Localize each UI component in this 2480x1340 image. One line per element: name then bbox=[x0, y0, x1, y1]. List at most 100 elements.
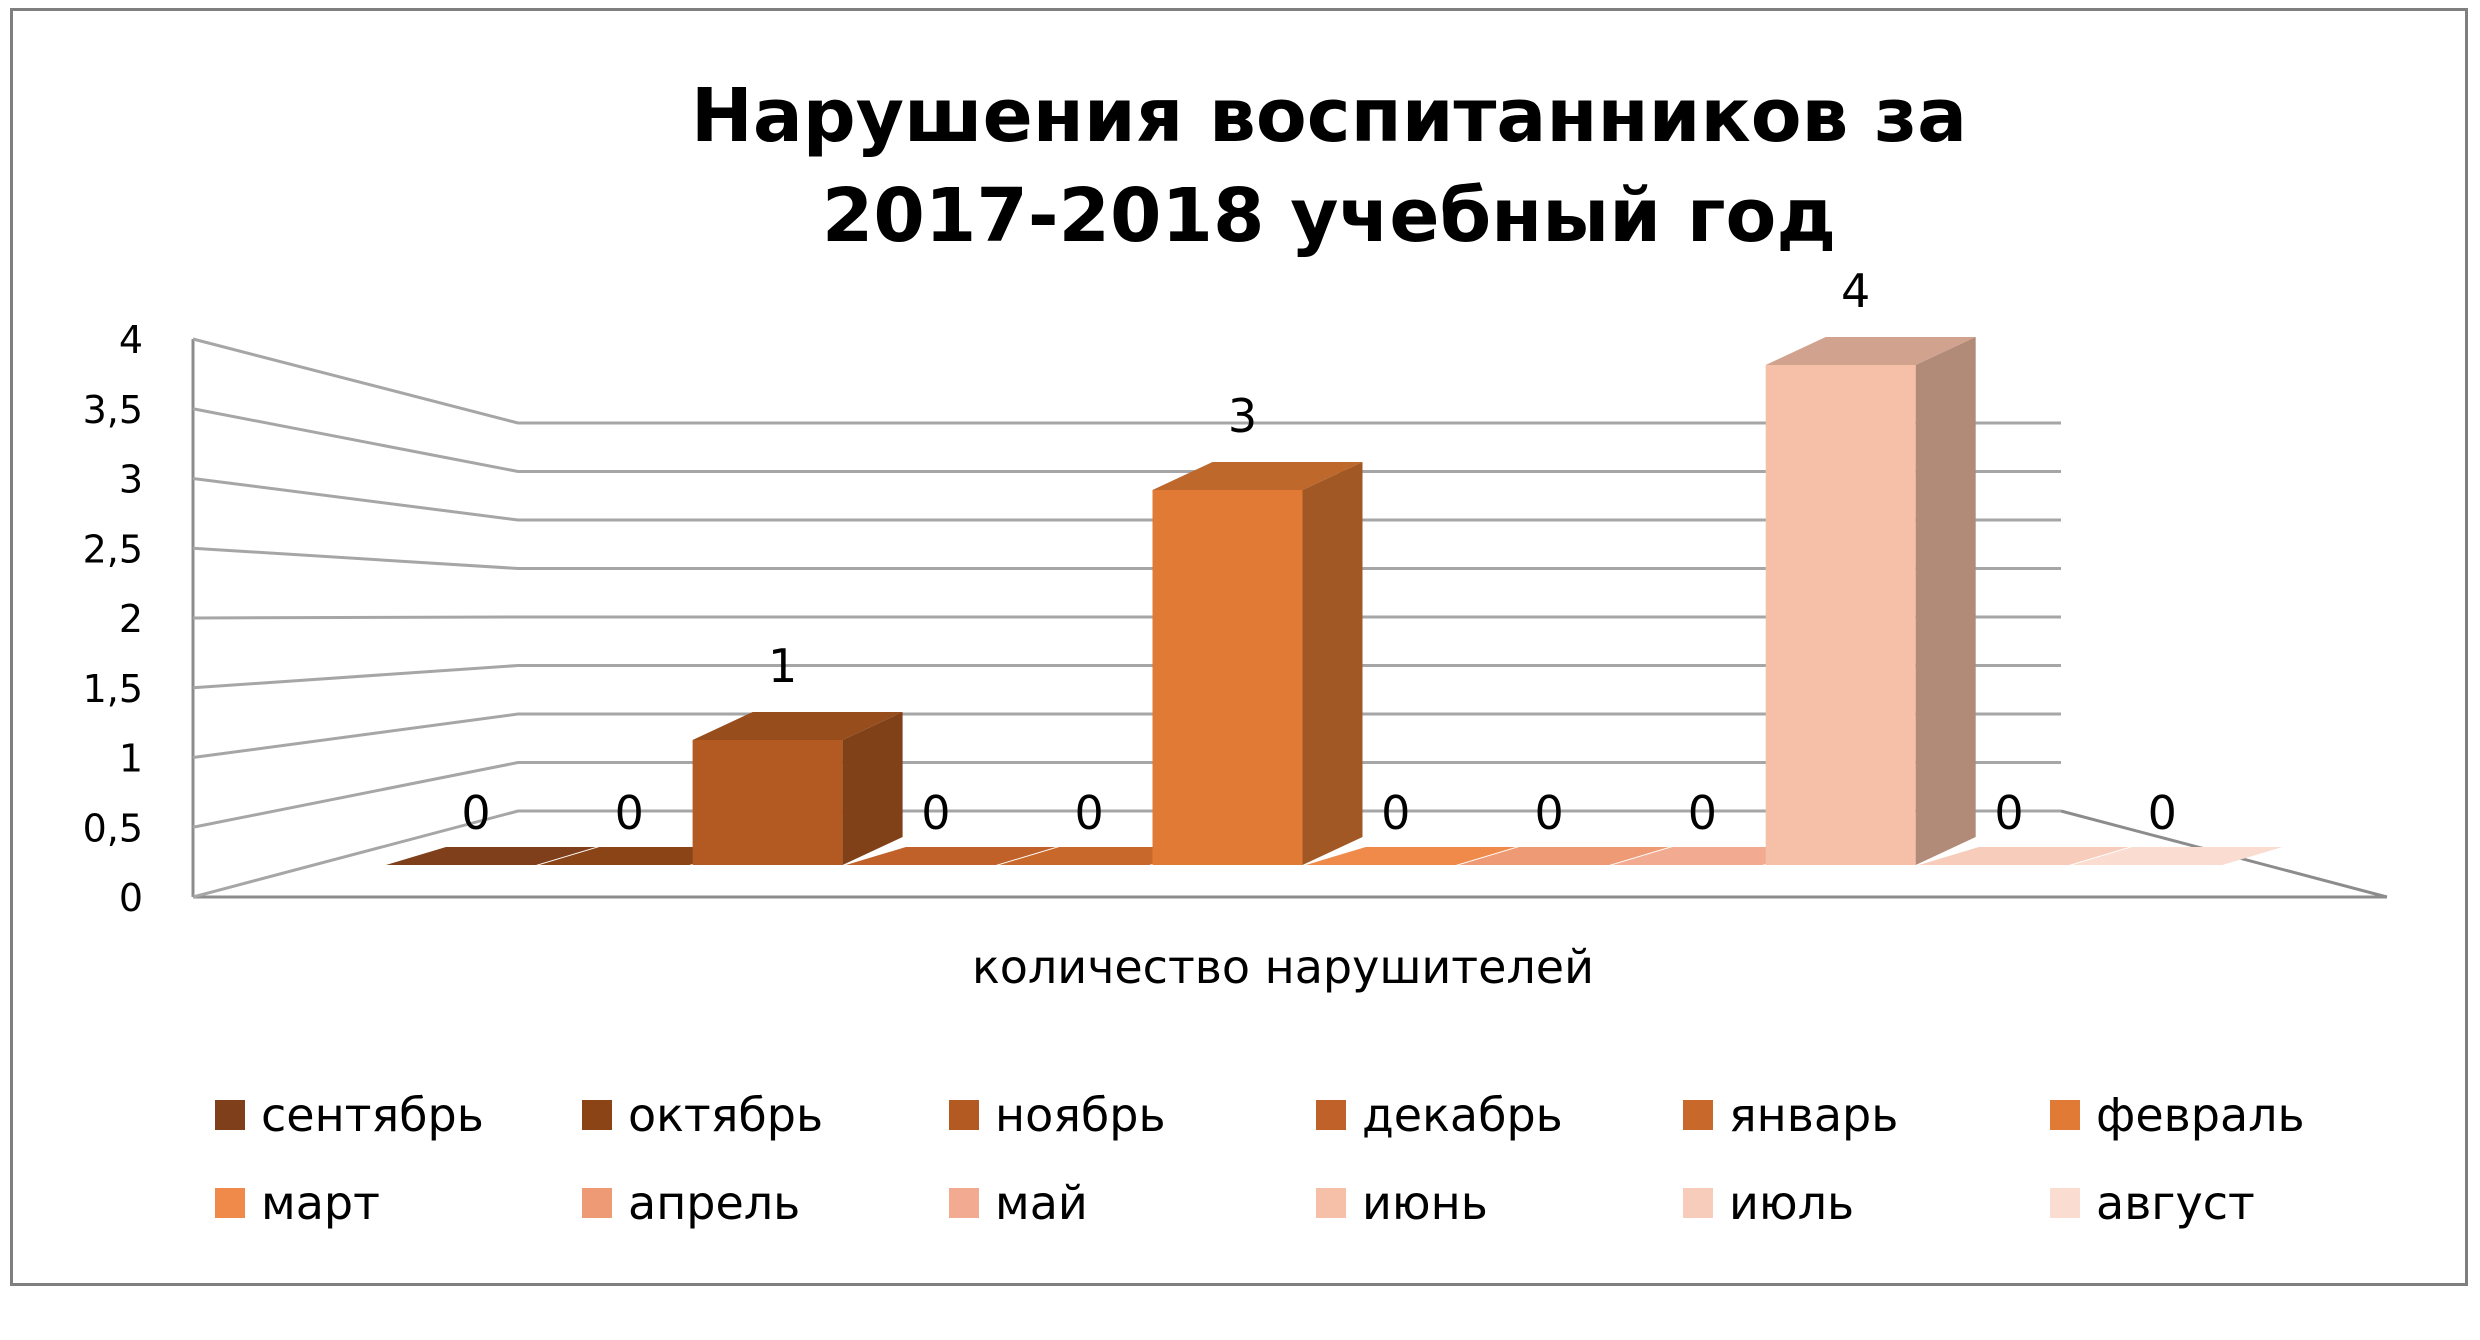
bar-front-face bbox=[1152, 490, 1303, 865]
x-axis-title: количество нарушителей bbox=[972, 940, 1594, 994]
legend-label: апрель bbox=[628, 1176, 800, 1230]
data-label-4: 0 bbox=[921, 786, 950, 840]
legend-item-5: январь bbox=[1683, 1088, 1898, 1142]
bar-floor-slab bbox=[1459, 847, 1670, 865]
bar-10 bbox=[1765, 337, 1976, 865]
y-axis-tick-labels: 0 0,5 1 1,5 2 2,5 3 3,5 4 bbox=[83, 318, 143, 920]
bar-side-face bbox=[1915, 337, 1976, 865]
legend-swatch bbox=[1683, 1188, 1713, 1218]
gridline-1 bbox=[192, 761, 2061, 829]
legend-swatch bbox=[215, 1188, 245, 1218]
legend-item-2: октябрь bbox=[582, 1088, 823, 1142]
chart-title: Нарушения воспитанников за 2017-2018 учеб… bbox=[691, 73, 1967, 259]
gridline-4 bbox=[192, 615, 2061, 620]
gridline-0 bbox=[192, 809, 2061, 899]
bar-12 bbox=[2072, 847, 2283, 865]
legend-label: ноябрь bbox=[995, 1088, 1166, 1142]
chart-svg: Нарушения воспитанников за 2017-2018 учеб… bbox=[83, 73, 2388, 1230]
data-label-12: 0 bbox=[2148, 786, 2177, 840]
bar-front-face bbox=[1765, 365, 1916, 865]
chart-gridlines bbox=[192, 337, 2061, 899]
bar-floor-slab bbox=[1919, 847, 2129, 865]
legend-swatch bbox=[949, 1188, 979, 1218]
legend-swatch bbox=[1683, 1100, 1713, 1130]
gridline-2 bbox=[192, 712, 2061, 759]
legend-label: март bbox=[261, 1176, 380, 1230]
bar-floor-slab bbox=[845, 847, 1056, 865]
legend-item-12: август bbox=[2050, 1176, 2255, 1230]
legend-item-7: март bbox=[215, 1176, 380, 1230]
y-tick-label-1: 0,5 bbox=[83, 806, 143, 850]
legend-label: август bbox=[2096, 1176, 2255, 1230]
legend: сентябрь октябрь ноябрь декабрь январь феврал… bbox=[215, 1088, 2305, 1230]
bar-3 bbox=[692, 712, 903, 865]
legend-label: май bbox=[995, 1176, 1088, 1230]
legend-label: июль bbox=[1729, 1176, 1854, 1230]
data-label-7: 0 bbox=[1381, 786, 1410, 840]
bar-floor-slab bbox=[2072, 847, 2283, 865]
gridline-5 bbox=[192, 546, 2061, 570]
legend-item-1: сентябрь bbox=[215, 1088, 484, 1142]
data-label-5: 0 bbox=[1075, 786, 1104, 840]
legend-swatch bbox=[2050, 1188, 2080, 1218]
legend-item-4: декабрь bbox=[1316, 1088, 1563, 1142]
bar-side-face bbox=[842, 712, 903, 865]
bar-side-face bbox=[1302, 462, 1363, 865]
bar-11 bbox=[1919, 847, 2129, 865]
bar-floor-slab bbox=[1305, 847, 1516, 865]
bar-4 bbox=[845, 847, 1056, 865]
legend-item-8: апрель bbox=[582, 1176, 800, 1230]
legend-item-11: июль bbox=[1683, 1176, 1854, 1230]
legend-swatch bbox=[582, 1188, 612, 1218]
chart-title-line-2: 2017-2018 учебный год bbox=[822, 173, 1836, 259]
legend-label: сентябрь bbox=[261, 1088, 484, 1142]
data-label-11: 0 bbox=[1994, 786, 2023, 840]
bar-top-face bbox=[1152, 462, 1363, 490]
data-label-9: 0 bbox=[1688, 786, 1717, 840]
chart-bars bbox=[386, 337, 2283, 865]
legend-swatch bbox=[582, 1100, 612, 1130]
gridline-6 bbox=[192, 477, 2061, 522]
legend-label: январь bbox=[1729, 1088, 1898, 1142]
y-tick-label-8: 4 bbox=[119, 318, 143, 362]
legend-item-9: май bbox=[949, 1176, 1088, 1230]
bar-6 bbox=[1152, 462, 1363, 865]
bar-floor-slab bbox=[386, 847, 596, 865]
bar-1 bbox=[386, 847, 596, 865]
y-tick-label-0: 0 bbox=[119, 876, 143, 920]
data-label-1: 0 bbox=[461, 786, 490, 840]
data-label-8: 0 bbox=[1534, 786, 1563, 840]
data-labels: 0 0 1 0 0 3 0 0 0 4 0 0 bbox=[461, 264, 2177, 840]
y-tick-label-4: 2 bbox=[119, 597, 143, 641]
data-label-10: 4 bbox=[1841, 264, 1870, 318]
bar-top-face bbox=[692, 712, 903, 740]
y-tick-label-7: 3,5 bbox=[83, 388, 143, 432]
legend-label: октябрь bbox=[628, 1088, 823, 1142]
bar-top-face bbox=[1765, 337, 1976, 365]
legend-swatch bbox=[215, 1100, 245, 1130]
legend-swatch bbox=[1316, 1100, 1346, 1130]
chart-frame: Нарушения воспитанников за 2017-2018 учеб… bbox=[10, 8, 2468, 1286]
legend-item-10: июнь bbox=[1316, 1176, 1488, 1230]
data-label-2: 0 bbox=[615, 786, 644, 840]
data-label-3: 1 bbox=[768, 639, 797, 693]
bar-8 bbox=[1459, 847, 1670, 865]
bar-7 bbox=[1305, 847, 1516, 865]
bar-front-face bbox=[692, 740, 843, 865]
y-tick-label-6: 3 bbox=[119, 458, 143, 502]
legend-item-6: февраль bbox=[2050, 1088, 2305, 1142]
legend-swatch bbox=[1316, 1188, 1346, 1218]
legend-label: февраль bbox=[2096, 1088, 2305, 1142]
legend-item-3: ноябрь bbox=[949, 1088, 1166, 1142]
legend-label: декабрь bbox=[1362, 1088, 1563, 1142]
y-tick-label-5: 2,5 bbox=[83, 527, 143, 571]
y-tick-label-3: 1,5 bbox=[83, 667, 143, 711]
y-tick-label-2: 1 bbox=[119, 737, 143, 781]
gridline-7 bbox=[192, 407, 2061, 473]
data-label-6: 3 bbox=[1228, 389, 1257, 443]
legend-swatch bbox=[2050, 1100, 2080, 1130]
chart-title-line-1: Нарушения воспитанников за bbox=[691, 73, 1967, 159]
legend-swatch bbox=[949, 1100, 979, 1130]
gridline-3 bbox=[192, 664, 2061, 690]
gridline-8 bbox=[192, 337, 2061, 425]
